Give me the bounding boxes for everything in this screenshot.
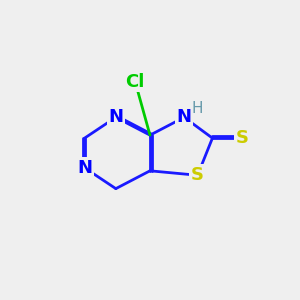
- Text: N: N: [108, 108, 123, 126]
- Text: Cl: Cl: [125, 73, 145, 91]
- Text: S: S: [191, 166, 204, 184]
- Text: S: S: [236, 129, 249, 147]
- Text: N: N: [177, 108, 192, 126]
- Text: N: N: [77, 159, 92, 177]
- Text: H: H: [192, 101, 203, 116]
